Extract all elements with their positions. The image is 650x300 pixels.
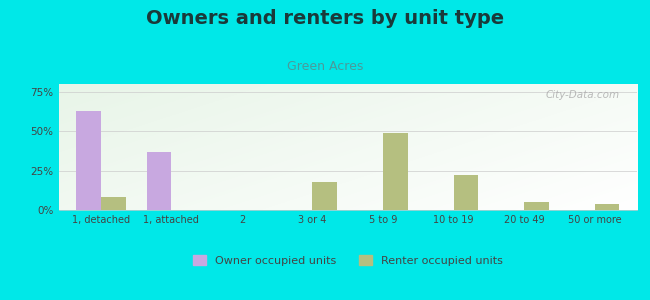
Bar	[595, 204, 619, 210]
Text: Green Acres: Green Acres	[287, 60, 363, 73]
Bar	[454, 175, 478, 210]
Bar	[313, 182, 337, 210]
Bar	[147, 152, 172, 210]
Bar	[524, 202, 549, 210]
Text: City-Data.com: City-Data.com	[545, 90, 619, 100]
Bar	[101, 197, 125, 210]
Bar	[76, 111, 101, 210]
Legend: Owner occupied units, Renter occupied units: Owner occupied units, Renter occupied un…	[188, 250, 507, 270]
Bar	[383, 133, 408, 210]
Text: Owners and renters by unit type: Owners and renters by unit type	[146, 9, 504, 28]
